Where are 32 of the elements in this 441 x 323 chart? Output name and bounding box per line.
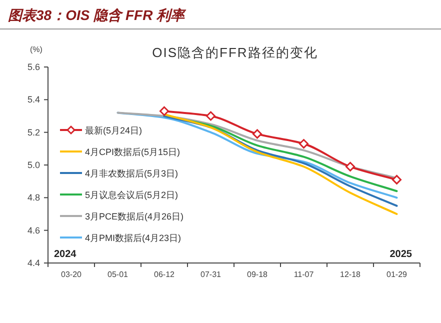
point (252, 129, 262, 139)
x-tick-label: 12-18 (340, 270, 362, 279)
annotation: 2024 (54, 249, 77, 260)
annotation: 2025 (390, 249, 412, 260)
point (392, 174, 402, 184)
legend-label: 3月PCE数据后(4月26日) (85, 212, 184, 222)
legend-label: 4月CPI数据后(5月15日) (85, 147, 180, 157)
legend-label: 4月PMI数据后(4月23日) (85, 233, 182, 243)
x-tick-label: 09-18 (247, 270, 268, 279)
point (346, 162, 355, 172)
y-tick-label: 4.4 (27, 258, 40, 268)
y-tick-label: 5.0 (27, 160, 40, 170)
point (160, 106, 169, 116)
point (299, 139, 308, 149)
x-tick-label: 03-20 (61, 270, 82, 279)
y-axis-title: (%) (30, 45, 43, 54)
legend-label: 4月非农数据后(5月3日) (85, 168, 178, 178)
chart-subtitle: OIS隐含的FFR路径的变化 (152, 45, 318, 60)
y-tick-label: 5.6 (27, 62, 40, 72)
x-tick-label: 01-29 (386, 270, 408, 279)
y-tick-label: 4.6 (27, 225, 40, 236)
x-tick-label: 06-12 (154, 270, 176, 279)
x-tick-label: 07-31 (200, 270, 222, 279)
x-tick-label: 11-07 (294, 270, 314, 279)
x-tick-label: 05-01 (108, 270, 129, 279)
y-tick-label: 5.4 (27, 94, 40, 105)
point (206, 111, 216, 121)
y-tick-label: 4.8 (27, 192, 40, 203)
legend-label: 5月议息会议后(5月2日) (85, 190, 178, 200)
y-tick-label: 5.2 (27, 127, 40, 138)
chart-title: 图表38：OIS 隐含 FFR 利率 (8, 7, 187, 23)
legend-label: 最新(5月24日) (85, 126, 142, 136)
